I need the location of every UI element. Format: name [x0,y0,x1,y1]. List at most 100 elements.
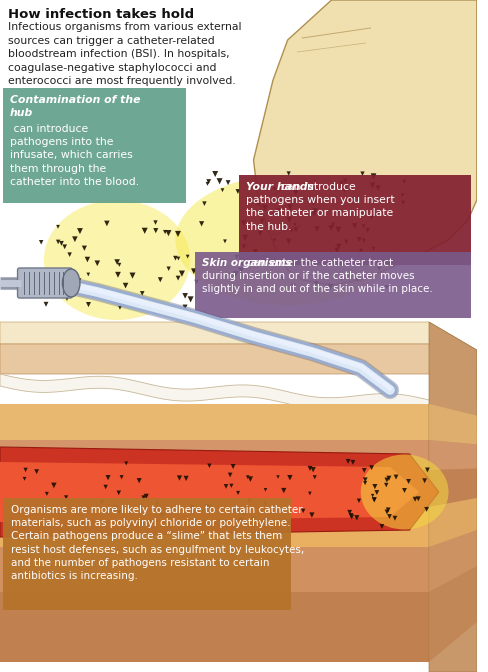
Polygon shape [384,478,388,482]
Polygon shape [57,292,62,298]
Polygon shape [165,230,171,236]
Polygon shape [234,255,239,259]
Polygon shape [207,464,211,468]
Polygon shape [153,220,157,224]
Polygon shape [286,171,290,175]
Ellipse shape [44,200,190,320]
Polygon shape [61,274,65,278]
Text: How infection takes hold: How infection takes hold [8,8,194,21]
Polygon shape [375,185,380,191]
Polygon shape [199,221,204,226]
Polygon shape [220,259,225,265]
Polygon shape [314,226,319,232]
Polygon shape [155,503,159,506]
Polygon shape [187,296,193,302]
Polygon shape [376,266,381,271]
Polygon shape [355,278,359,282]
Polygon shape [242,235,247,241]
Polygon shape [362,481,366,485]
Polygon shape [353,515,359,520]
Polygon shape [371,247,375,251]
Ellipse shape [62,269,80,297]
Polygon shape [241,220,246,226]
Polygon shape [206,179,211,184]
Polygon shape [386,476,390,480]
Polygon shape [157,302,162,308]
Polygon shape [22,477,26,480]
Polygon shape [42,291,47,296]
Polygon shape [346,510,351,515]
Polygon shape [254,186,259,191]
Polygon shape [335,244,341,249]
Polygon shape [287,205,292,210]
Text: Organisms are more likely to adhere to certain catheter
materials, such as polyv: Organisms are more likely to adhere to c… [11,505,304,581]
Polygon shape [285,239,291,244]
Polygon shape [230,464,235,469]
Polygon shape [86,302,91,307]
Polygon shape [313,282,318,286]
Polygon shape [331,222,334,226]
Text: Contamination of the
hub: Contamination of the hub [10,95,140,118]
Polygon shape [0,498,476,547]
Polygon shape [269,505,274,510]
Polygon shape [116,491,121,495]
Text: can introduce
pathogens into the
infusate, which carries
them through the
cathet: can introduce pathogens into the infusat… [10,124,139,187]
Polygon shape [252,249,257,255]
Polygon shape [0,566,476,662]
Polygon shape [224,484,228,489]
Polygon shape [262,205,267,211]
Polygon shape [327,284,333,290]
Polygon shape [86,273,90,276]
Polygon shape [308,512,314,517]
Polygon shape [257,231,262,236]
Polygon shape [158,278,163,282]
Polygon shape [412,497,417,502]
Polygon shape [39,240,43,245]
Polygon shape [56,240,60,244]
Polygon shape [191,268,196,274]
Polygon shape [342,179,347,183]
Text: can introduce
pathogens when you insert
the catheter or manipulate
the hub.: can introduce pathogens when you insert … [245,182,393,232]
Polygon shape [177,475,182,480]
Polygon shape [292,190,298,196]
Polygon shape [339,278,343,281]
Polygon shape [142,228,147,234]
Polygon shape [281,488,286,493]
Polygon shape [166,267,170,271]
Text: Infectious organisms from various external
sources can trigger a catheter-relate: Infectious organisms from various extern… [8,22,241,87]
Polygon shape [205,182,209,185]
Polygon shape [310,467,315,472]
Polygon shape [272,239,276,242]
Polygon shape [76,278,81,284]
FancyBboxPatch shape [3,498,290,610]
Polygon shape [384,509,388,515]
Polygon shape [143,494,148,499]
Polygon shape [421,478,426,483]
Polygon shape [268,253,272,257]
Polygon shape [51,482,57,489]
Polygon shape [428,322,476,672]
Polygon shape [289,229,293,233]
Polygon shape [241,512,245,516]
Polygon shape [113,505,117,509]
FancyBboxPatch shape [239,175,470,265]
Polygon shape [241,245,245,249]
FancyBboxPatch shape [3,88,186,203]
Polygon shape [179,271,184,277]
Polygon shape [307,466,312,471]
Polygon shape [204,504,209,508]
Polygon shape [0,462,418,522]
Polygon shape [263,488,267,492]
Polygon shape [256,203,259,206]
Polygon shape [182,293,187,298]
Polygon shape [360,261,366,267]
Polygon shape [175,231,181,237]
Polygon shape [72,286,78,292]
Polygon shape [294,255,299,261]
Polygon shape [356,499,361,503]
Polygon shape [400,201,405,205]
Polygon shape [335,226,341,233]
Polygon shape [185,255,189,259]
Polygon shape [360,171,364,176]
Polygon shape [0,447,438,537]
